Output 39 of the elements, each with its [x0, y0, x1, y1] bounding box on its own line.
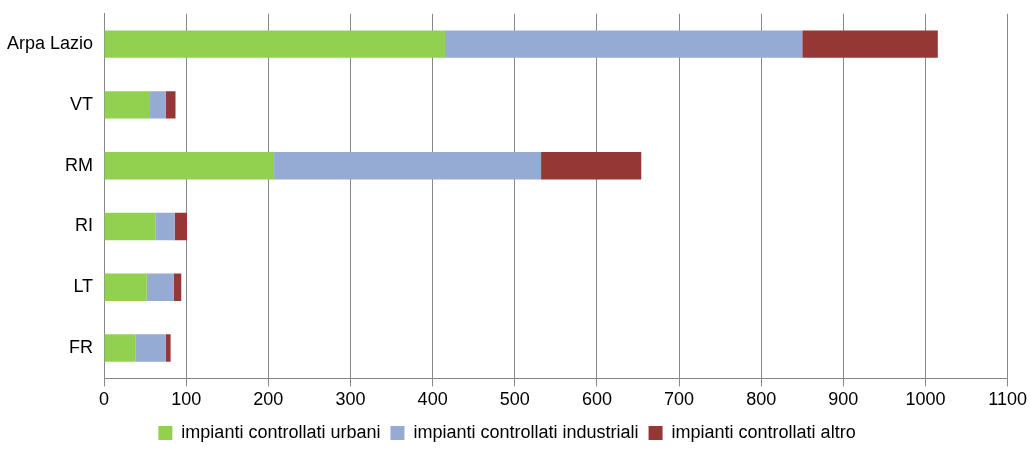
bar [104, 152, 275, 180]
y-tick-label: RM [65, 154, 94, 175]
y-tick-label: Arpa Lazio [6, 33, 94, 54]
y-tick-label: FR [69, 336, 94, 357]
bar [104, 273, 147, 301]
bar [104, 334, 136, 362]
bar [444, 30, 803, 58]
bar [104, 91, 151, 119]
x-tick-label: 300 [335, 389, 366, 410]
x-tick-label: 1100 [988, 389, 1028, 410]
x-tick-label: 700 [664, 389, 695, 410]
bar [165, 91, 176, 119]
bar [104, 212, 156, 241]
bar [173, 273, 182, 301]
y-tick-label: VT [70, 93, 94, 114]
bar [150, 91, 166, 119]
bar [104, 30, 445, 58]
legend-label: impianti controllati altro [671, 421, 856, 442]
x-tick-label: 200 [253, 389, 284, 410]
legend-label: impianti controllati urbani [181, 421, 381, 442]
x-tick-label: 0 [99, 389, 110, 410]
bar [155, 212, 175, 241]
bar [135, 334, 166, 362]
bar [274, 152, 542, 180]
y-tick-label: RI [75, 215, 94, 236]
bar [165, 334, 171, 362]
x-tick-label: 500 [499, 389, 530, 410]
x-tick-label: 900 [828, 389, 859, 410]
x-tick-label: 800 [746, 389, 777, 410]
y-tick-label: LT [73, 276, 94, 297]
bar [802, 30, 938, 58]
bar [541, 152, 642, 180]
legend-label: impianti controllati industriali [413, 421, 639, 442]
x-tick-label: 1000 [905, 389, 946, 410]
bar [146, 273, 174, 301]
x-tick-label: 400 [417, 389, 448, 410]
bar [174, 212, 188, 241]
x-tick-label: 600 [581, 389, 612, 410]
x-tick-label: 100 [171, 389, 202, 410]
